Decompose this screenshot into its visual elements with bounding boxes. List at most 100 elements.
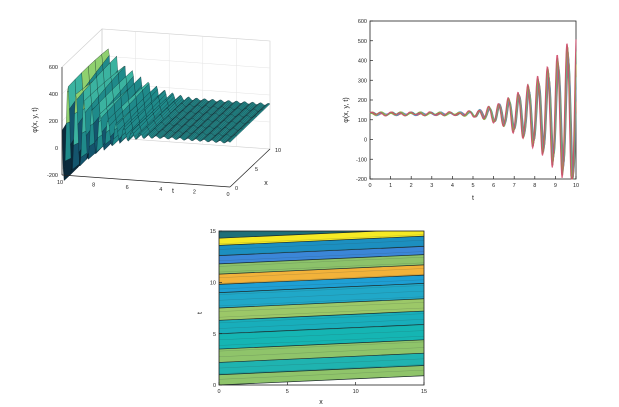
- x-tick-label: 5: [471, 183, 474, 189]
- contour-band: [219, 353, 424, 375]
- contour-line: [219, 365, 424, 376]
- surface-facet: [228, 135, 237, 143]
- y-tick-label: 100: [358, 118, 367, 124]
- x-tick-label: 0: [235, 186, 238, 192]
- y-tick-label: 300: [358, 78, 367, 84]
- contour-band: [219, 231, 379, 239]
- t-tick-label: 10: [57, 180, 63, 186]
- line-plot-ylabel: φ(x, y, t): [343, 97, 350, 122]
- contour-band: [219, 275, 424, 293]
- line-series: [369, 39, 577, 180]
- contour-band: [219, 311, 424, 334]
- x-tick-label: 6: [492, 183, 495, 189]
- contour-band: [219, 264, 424, 285]
- contour-line: [219, 330, 424, 340]
- t-tick-label: 4: [159, 187, 162, 193]
- contour-line: [219, 336, 424, 346]
- contour-line: [219, 257, 424, 267]
- x-tick-label: 10: [275, 148, 281, 154]
- contour-bands: [219, 231, 424, 385]
- contour-line: [219, 273, 424, 284]
- x-tick-label: 7: [513, 183, 516, 189]
- contour-line: [219, 264, 424, 275]
- grid-line: [101, 55, 271, 69]
- contour-line: [219, 364, 424, 374]
- x-tick-label: 15: [421, 389, 427, 395]
- y-tick-label: 400: [358, 59, 367, 65]
- contour-line: [219, 283, 424, 293]
- t-tick-label: 2: [193, 190, 196, 196]
- line-plot-axes: -200 -100 0 100 200 300 400 500 600 0 1 2 3 4 5 6 7 8 9 10: [356, 19, 579, 189]
- y-tick-label: 0: [364, 138, 367, 144]
- t-tick-label: 6: [126, 185, 129, 191]
- contour-xlabel: x: [319, 399, 323, 406]
- t-axis-line: [61, 174, 231, 188]
- contour-band: [219, 324, 424, 350]
- contour-line: [219, 234, 424, 244]
- y-tick-label: 200: [358, 98, 367, 104]
- contour-line: [219, 296, 424, 307]
- contour-line: [219, 298, 424, 309]
- t-tick-label: 8: [92, 182, 95, 188]
- contour-line: [219, 347, 424, 357]
- z-tick-label: -200: [47, 173, 58, 179]
- contour-line: [219, 254, 424, 265]
- x-tick-label: 5: [286, 389, 289, 395]
- line-plot-xlabel: t: [472, 195, 474, 202]
- surface-zlabel: φ(x, y, t): [32, 107, 39, 132]
- contour-line: [219, 353, 424, 363]
- contour-line: [219, 324, 424, 335]
- contour-line: [219, 240, 424, 250]
- contour-line: [219, 290, 424, 301]
- z-tick-label: 400: [49, 92, 58, 98]
- contour-ylabel: t: [197, 312, 204, 314]
- y-tick-label: 5: [213, 332, 216, 338]
- z-tick-label: 200: [49, 119, 58, 125]
- x-tick-label: 8: [533, 183, 536, 189]
- y-tick-label: 10: [210, 281, 216, 287]
- y-tick-label: -100: [356, 157, 367, 163]
- contour-line: [219, 285, 424, 295]
- contour-line: [219, 246, 424, 256]
- contour-band: [219, 231, 424, 246]
- contour-line: [219, 369, 424, 380]
- contour-line: [219, 358, 424, 369]
- y-tick-label: 600: [358, 19, 367, 25]
- contour-line: [219, 302, 424, 312]
- x-tick-label: 1: [389, 183, 392, 189]
- surface-xlabel: x: [264, 180, 268, 187]
- x-tick-label: 9: [554, 183, 557, 189]
- contour-line: [219, 279, 424, 290]
- contour-line: [219, 231, 382, 239]
- z-tick-label: 600: [49, 65, 58, 71]
- contour-line: [219, 319, 424, 329]
- surface-mesh: [61, 48, 271, 181]
- contour-line: [219, 245, 424, 256]
- x-tick-label: 5: [255, 167, 258, 173]
- contour-line: [219, 251, 424, 261]
- line-series-group: [369, 39, 577, 180]
- contour-line: [219, 262, 424, 273]
- x-tick-label: 10: [573, 183, 579, 189]
- contour-line: [219, 324, 424, 335]
- x-tick-label: 4: [451, 183, 454, 189]
- x-tick-label: 0: [368, 183, 371, 189]
- contour-axes: 0 5 10 15 0 5 10 15: [210, 229, 427, 395]
- t-tick-label: 0: [226, 192, 229, 198]
- contour-line: [219, 307, 424, 318]
- y-tick-label: 0: [213, 383, 216, 389]
- x-tick-label: 0: [217, 389, 220, 395]
- contour-band: [219, 236, 424, 256]
- contour-frame: [218, 230, 425, 386]
- y-tick-label: -200: [356, 177, 367, 183]
- contour-line: [219, 274, 424, 285]
- contour-line: [219, 268, 424, 278]
- x-tick-label: 2: [410, 183, 413, 189]
- x-tick-label: 10: [353, 389, 359, 395]
- contour-band: [219, 246, 424, 264]
- y-tick-label: 15: [210, 229, 216, 235]
- surface-facet: [63, 157, 72, 181]
